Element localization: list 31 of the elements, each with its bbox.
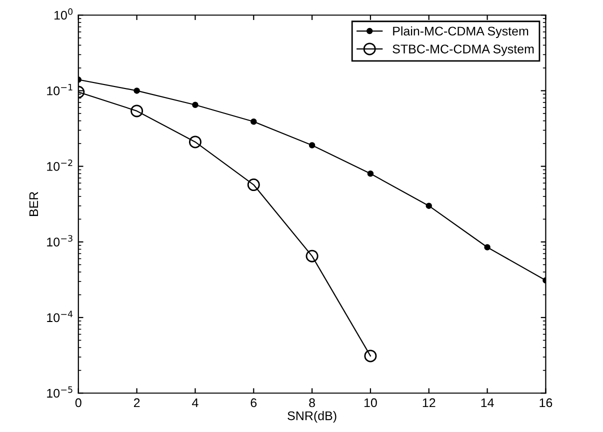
x-tick-label: 12: [422, 398, 436, 408]
x-tick-label: 16: [540, 398, 552, 408]
x-tick-label: 10: [364, 398, 377, 408]
point: [188, 136, 202, 148]
x-tick-label: 4: [192, 398, 198, 408]
x-tick-label: 0: [75, 398, 82, 408]
point: [484, 244, 490, 250]
x-axis-title: SNR(dB): [288, 411, 336, 423]
point: [130, 104, 144, 118]
point: [367, 170, 374, 177]
y-tick-label: 10$^{−4}$: [47, 310, 73, 322]
y-tick-label: 10$^{0}$: [54, 8, 73, 20]
x-tick-label: 2: [134, 398, 140, 408]
legend-label: Plain-MC-CDMA System: [393, 26, 528, 38]
x-tick-label: 8: [309, 398, 315, 408]
y-axis-title: BER: [29, 192, 38, 216]
legend-label: STBC-MC-CDMA System: [392, 44, 534, 56]
point: [192, 102, 198, 108]
point: [247, 178, 260, 192]
x-tick-label: 6: [250, 398, 257, 408]
y-tick-label: 10$^{−2}$: [47, 159, 72, 171]
point: [250, 118, 257, 125]
y-tick-label: 10$^{−1}$: [47, 84, 72, 96]
point: [134, 88, 140, 94]
point: [308, 142, 316, 148]
y-tick-label: 10$^{−5}$: [47, 386, 72, 398]
x-tick-label: 14: [481, 398, 494, 408]
point: [364, 350, 377, 362]
point: [306, 250, 318, 262]
y-tick-label: 10$^{−3}$: [47, 235, 72, 246]
point: [426, 202, 432, 209]
